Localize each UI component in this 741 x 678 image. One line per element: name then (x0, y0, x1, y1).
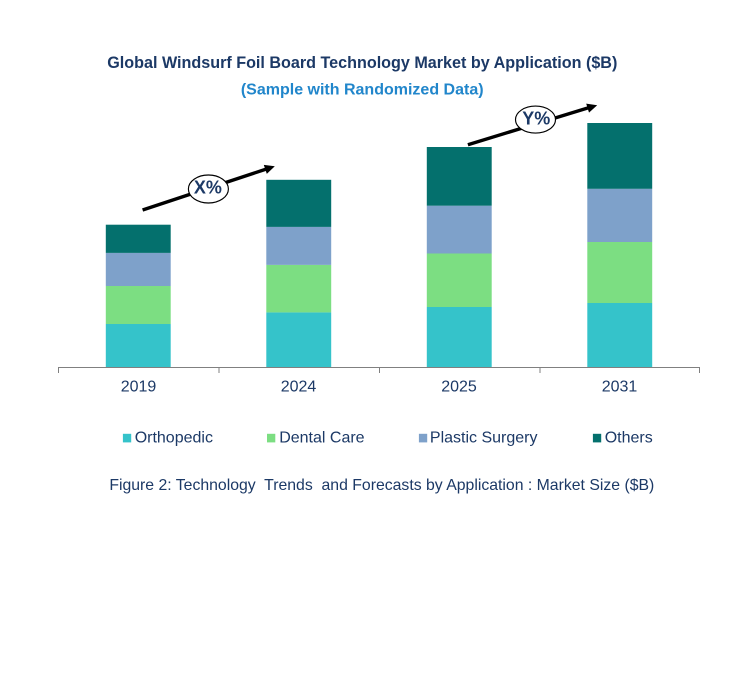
svg-text:2025: 2025 (441, 379, 477, 396)
svg-text:Others: Others (605, 429, 653, 446)
svg-text:Figure 2: Technology Trends: Figure 2: Technology Trends and Forecast… (109, 477, 654, 494)
svg-text:Global Windsurf Foil Board Tec: Global Windsurf Foil Board Technology Ma… (107, 54, 617, 72)
svg-text:(Sample with Randomized Data): (Sample with Randomized Data) (241, 82, 484, 99)
svg-text:Dental Care: Dental Care (279, 429, 364, 446)
svg-text:X%: X% (194, 178, 222, 198)
svg-text:2019: 2019 (121, 379, 157, 396)
svg-text:2031: 2031 (602, 379, 638, 396)
svg-text:Plastic Surgery: Plastic Surgery (430, 429, 538, 446)
svg-text:Y%: Y% (522, 108, 550, 128)
svg-text:Orthopedic: Orthopedic (135, 429, 213, 446)
svg-text:2024: 2024 (281, 379, 317, 396)
